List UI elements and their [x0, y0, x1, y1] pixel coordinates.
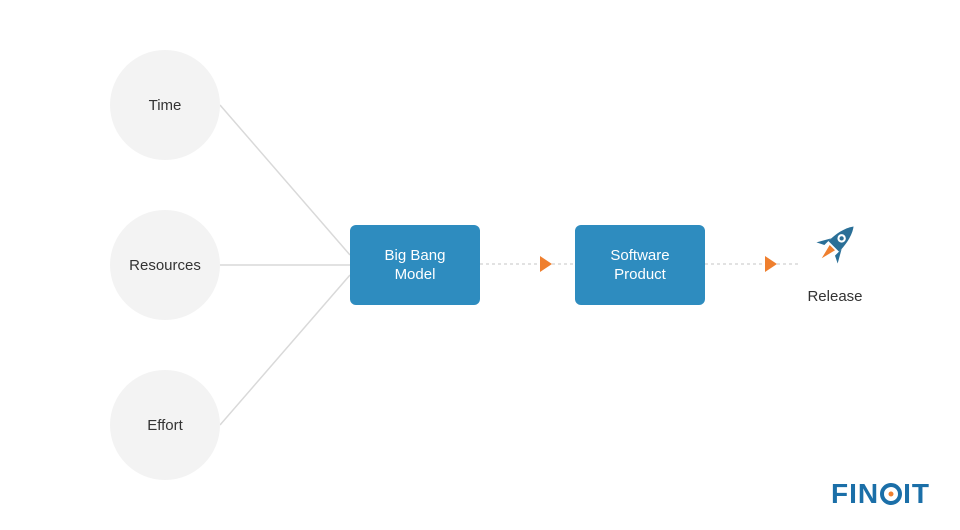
rocket-icon: [805, 215, 865, 275]
box-bigbang: Big Bang Model: [350, 225, 480, 305]
arrow-1: [540, 256, 552, 272]
release-block: Release: [800, 215, 870, 305]
input-resources: Resources: [110, 210, 220, 320]
input-resources-label: Resources: [129, 257, 201, 274]
logo-left: FIN: [831, 478, 879, 510]
box-bigbang-line1: Big Bang: [385, 247, 446, 264]
input-time-label: Time: [149, 97, 182, 114]
logo-right: IT: [903, 478, 930, 510]
box-product: Software Product: [575, 225, 705, 305]
input-effort: Effort: [110, 370, 220, 480]
logo-o-icon: [880, 483, 902, 505]
input-effort-label: Effort: [147, 417, 183, 434]
input-time: Time: [110, 50, 220, 160]
release-label: Release: [800, 288, 870, 305]
brand-logo: FIN IT: [831, 478, 930, 510]
box-product-line2: Product: [614, 266, 666, 283]
arrow-2: [765, 256, 777, 272]
box-bigbang-line2: Model: [395, 266, 436, 283]
box-product-line1: Software: [610, 247, 669, 264]
